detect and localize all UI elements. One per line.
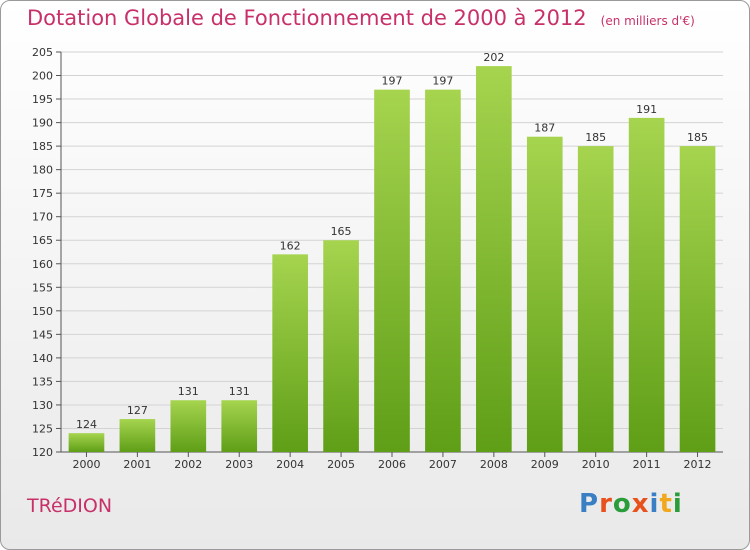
bar — [577, 146, 614, 452]
y-tick-label: 140 — [32, 352, 53, 365]
bar — [425, 89, 461, 452]
logo-letter: x — [631, 489, 650, 519]
data-label: 202 — [483, 51, 504, 64]
bar — [323, 240, 359, 452]
commune-name: TRéDION — [27, 495, 113, 517]
data-label: 191 — [636, 103, 657, 116]
bar — [679, 146, 716, 452]
bar — [526, 136, 563, 453]
data-labels: 124 127 131 131 162 165 197 197 202 187 185 191 185 — [76, 51, 708, 431]
x-tick-label: 2004 — [276, 458, 304, 471]
y-tick-label: 175 — [32, 187, 53, 200]
y-tick-label: 190 — [32, 117, 53, 130]
bar — [119, 419, 156, 452]
axes: 120 125 130 135 140 145 150 155 160 165 170 175 180 1… — [32, 46, 723, 471]
x-tick-label: 2000 — [72, 458, 100, 471]
y-tick-label: 180 — [32, 164, 53, 177]
y-tick-label: 120 — [32, 446, 53, 459]
chart-title: Dotation Globale de Fonctionnement de 20… — [27, 6, 587, 30]
bar — [272, 254, 308, 452]
logo-letter: P — [579, 489, 600, 519]
bar — [628, 117, 665, 452]
logo-letter: r — [599, 489, 613, 519]
data-label: 197 — [432, 75, 453, 88]
y-tick-label: 155 — [32, 281, 53, 294]
x-tick-label: 2006 — [378, 458, 406, 471]
data-label: 197 — [382, 75, 403, 88]
y-tick-label: 170 — [32, 211, 53, 224]
x-tick-label: 2005 — [327, 458, 355, 471]
data-label: 185 — [585, 131, 606, 144]
bar — [221, 400, 258, 452]
y-tick-label: 160 — [32, 258, 53, 271]
x-tick-label: 2010 — [582, 458, 610, 471]
data-label: 165 — [331, 225, 352, 238]
bar — [170, 400, 207, 452]
logo-letter: o — [612, 489, 632, 519]
y-tick-label: 185 — [32, 140, 53, 153]
data-label: 127 — [127, 404, 148, 417]
y-tick-label: 150 — [32, 305, 53, 318]
y-tick-label: 165 — [32, 234, 53, 247]
y-tick-label: 135 — [32, 375, 53, 388]
x-tick-label: 2007 — [429, 458, 457, 471]
x-tick-label: 2011 — [633, 458, 661, 471]
data-label: 162 — [280, 239, 301, 252]
y-tick-label: 200 — [32, 70, 53, 83]
x-tick-label: 2008 — [480, 458, 508, 471]
logo-letter: i — [672, 489, 683, 519]
data-label: 124 — [76, 418, 97, 431]
x-tick-label: 2003 — [225, 458, 253, 471]
title-row: Dotation Globale de Fonctionnement de 20… — [27, 6, 695, 30]
x-tick-label: 2001 — [123, 458, 151, 471]
bars — [68, 66, 716, 453]
y-tick-label: 205 — [32, 46, 53, 59]
y-tick-label: 145 — [32, 328, 53, 341]
bar — [476, 66, 512, 452]
logo-letter: i — [649, 489, 660, 519]
logo-letter: t — [659, 489, 673, 519]
data-label: 131 — [178, 385, 199, 398]
data-label: 187 — [534, 122, 555, 135]
y-tick-label: 130 — [32, 399, 53, 412]
proxiti-logo: Proxiti — [579, 489, 683, 519]
y-tick-label: 195 — [32, 93, 53, 106]
data-label: 131 — [229, 385, 250, 398]
x-tick-label: 2012 — [684, 458, 712, 471]
y-tick-label: 125 — [32, 422, 53, 435]
bar — [68, 433, 105, 452]
x-tick-label: 2002 — [174, 458, 202, 471]
unit-label: (en milliers d'€) — [600, 14, 695, 28]
x-tick-label: 2009 — [531, 458, 559, 471]
data-label: 185 — [687, 131, 708, 144]
bar — [374, 89, 410, 452]
